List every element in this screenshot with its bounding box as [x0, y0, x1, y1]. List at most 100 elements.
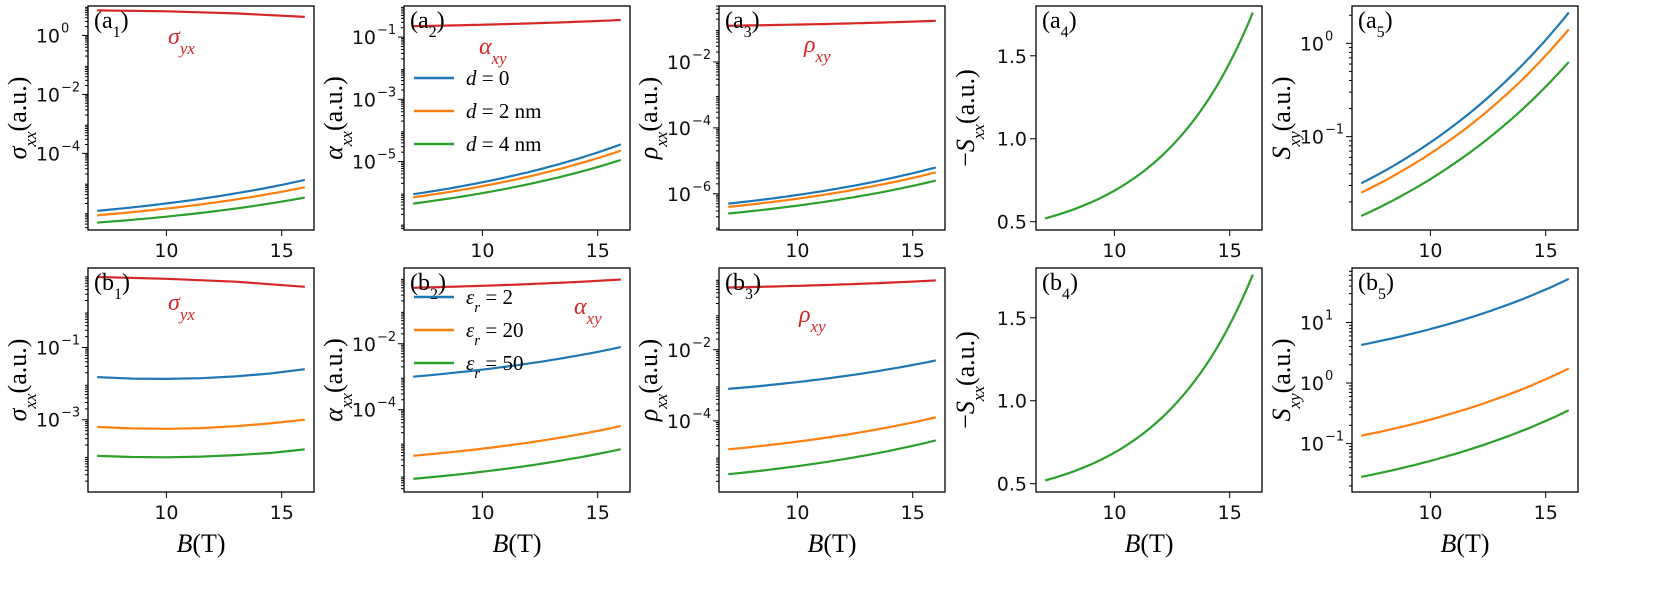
x-tick-label: 10	[154, 240, 178, 262]
plot-frame	[718, 267, 946, 493]
y-tick-exponent: 0	[1325, 369, 1333, 384]
series-line--r-20	[1360, 367, 1570, 437]
panel-label: (b5)	[1358, 270, 1394, 303]
x-axis-label: B(T)	[1124, 529, 1173, 558]
x-axis-label: B(T)	[1440, 529, 1489, 558]
series-line-d-4-nm	[1360, 61, 1570, 217]
series-line-d-0	[413, 143, 622, 196]
plot-frame	[1351, 267, 1579, 493]
y-tick-exponent: −2	[61, 80, 80, 95]
x-tick-label: 15	[586, 502, 610, 524]
y-tick-label: 10	[352, 27, 376, 49]
y-tick-label: 0.5	[997, 212, 1027, 234]
x-axis-label: B(T)	[807, 529, 856, 558]
y-tick-label: 10	[1300, 33, 1324, 55]
y-tick-label: 10	[36, 410, 60, 432]
plot-frame	[1035, 267, 1263, 493]
series-line-d-2-nm	[728, 171, 937, 208]
y-tick-exponent: −3	[377, 85, 396, 100]
series-line--r-50	[1360, 409, 1570, 478]
x-tick-label: 10	[1102, 240, 1126, 262]
y-tick-label: 10	[1300, 312, 1324, 334]
series-line--r-2	[1360, 277, 1570, 346]
y-tick-label: 1.5	[997, 46, 1027, 68]
y-tick-exponent: −1	[61, 333, 80, 348]
series-line--r-50	[413, 448, 622, 480]
legend-entry: d = 2 nm	[466, 99, 541, 123]
series-line--r-20	[728, 416, 937, 451]
y-tick-label: 10	[667, 340, 691, 362]
y-tick-exponent: −4	[692, 114, 711, 129]
y-tick-exponent: −5	[377, 148, 396, 163]
panel-label: (b4)	[1042, 270, 1078, 303]
x-tick-label: 10	[785, 502, 809, 524]
panel-label: (a5)	[1358, 8, 1393, 41]
curve-annotation: σyx	[168, 290, 195, 324]
curve-annotation: ρxy	[798, 302, 826, 336]
y-tick-exponent: −2	[692, 336, 711, 351]
y-axis-label: ρxx(a.u.)	[634, 339, 671, 422]
curve-annotation: αxy	[479, 34, 507, 68]
series-line-d-0	[1360, 11, 1570, 185]
y-axis-label: Sxy(a.u.)	[1267, 339, 1304, 422]
x-axis-label: B(T)	[492, 529, 541, 558]
x-tick-label: 10	[470, 240, 494, 262]
legend-entry: d = 0	[466, 66, 509, 90]
y-tick-exponent: −6	[692, 180, 711, 195]
y-tick-exponent: −4	[61, 139, 80, 154]
y-tick-label: 0.5	[997, 474, 1027, 496]
y-tick-label: 10	[667, 118, 691, 140]
series-line--r-2	[413, 346, 622, 378]
y-tick-label: 10	[36, 337, 60, 359]
series-line--xy	[413, 278, 621, 289]
panel-label: (b1)	[94, 270, 130, 303]
series-line--r-20	[97, 418, 305, 430]
legend: d = 0 d = 2 nm d = 4 nm	[414, 66, 541, 156]
series-line-d-2-nm	[97, 186, 306, 217]
y-tick-label: 10	[36, 25, 60, 47]
x-tick-label: 15	[901, 240, 925, 262]
series-line-d-4-nm	[728, 179, 937, 215]
legend-entry: εr = 2	[466, 285, 513, 316]
y-tick-label: 10	[1300, 434, 1324, 456]
y-tick-exponent: −4	[692, 407, 711, 422]
series-line-d-2-nm	[1360, 28, 1570, 194]
curve-annotation: αxy	[574, 294, 602, 328]
y-tick-exponent: −1	[1325, 123, 1344, 138]
panel-b4: 10 15 0.5 1.0 1.5 −Sxx(a.u.) B(T) (b4)	[951, 267, 1263, 558]
plot-frame	[1351, 5, 1579, 231]
legend-entry: d = 4 nm	[466, 132, 541, 156]
x-tick-label: 15	[586, 240, 610, 262]
plot-frame	[87, 5, 315, 231]
x-tick-label: 15	[1534, 502, 1558, 524]
y-axis-label: ρxx(a.u.)	[634, 77, 671, 160]
y-axis-label: −Sxx(a.u.)	[951, 69, 988, 167]
series-line--yx	[97, 9, 305, 18]
series-line--xy	[413, 18, 621, 28]
y-tick-label: 10	[667, 411, 691, 433]
y-tick-label: 10	[352, 152, 376, 174]
y-tick-label: 10	[352, 334, 376, 356]
y-tick-label: 10	[1300, 127, 1324, 149]
series-line-d-2-nm	[413, 149, 622, 199]
y-tick-exponent: −1	[377, 23, 396, 38]
x-tick-label: 10	[1418, 502, 1442, 524]
x-tick-label: 10	[470, 502, 494, 524]
y-tick-label: 10	[36, 84, 60, 106]
y-tick-label: 10	[352, 89, 376, 111]
y-tick-label: 1.5	[997, 308, 1027, 330]
x-tick-label: 15	[270, 240, 294, 262]
series-line-d-0	[728, 166, 937, 205]
y-tick-exponent: −3	[61, 406, 80, 421]
y-axis-label: Sxy(a.u.)	[1267, 77, 1304, 160]
y-tick-label: 10	[1300, 373, 1324, 395]
y-tick-exponent: 0	[61, 21, 69, 36]
series-line--r-50	[728, 439, 937, 476]
